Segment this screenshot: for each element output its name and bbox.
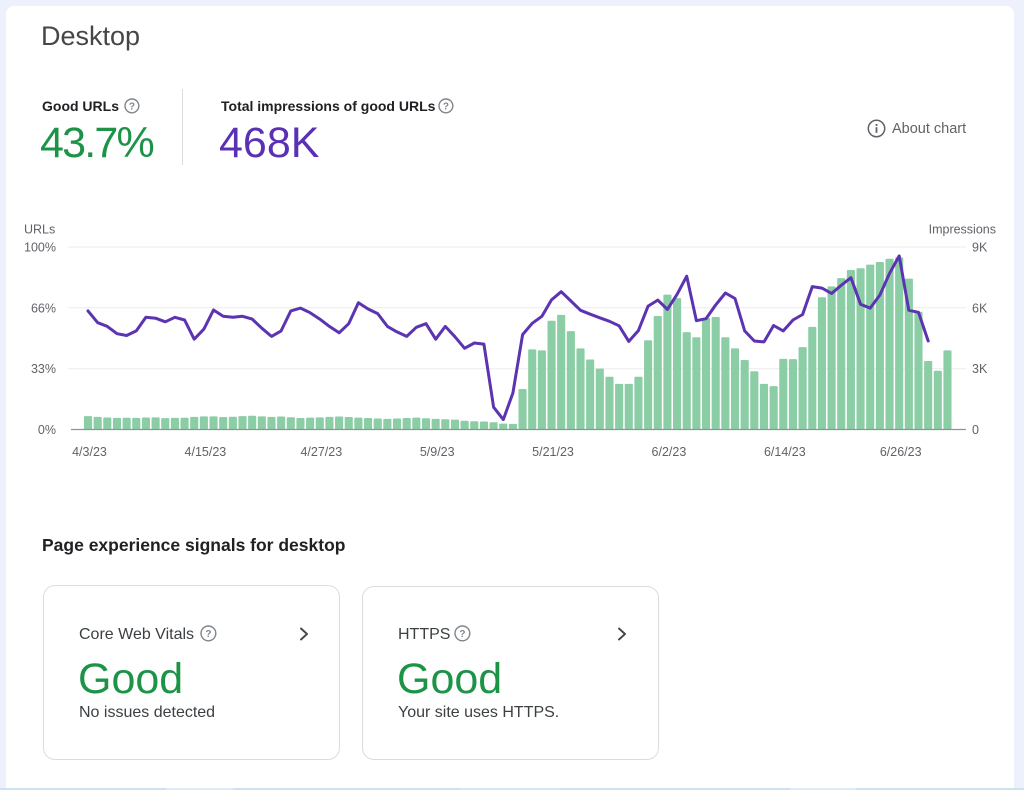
svg-text:6/14/23: 6/14/23 <box>764 445 806 459</box>
svg-text:6/26/23: 6/26/23 <box>880 445 922 459</box>
svg-text:4/3/23: 4/3/23 <box>72 445 107 459</box>
svg-text:6K: 6K <box>972 301 988 315</box>
svg-text:0%: 0% <box>38 423 56 437</box>
svg-text:0: 0 <box>972 423 979 437</box>
svg-text:?: ? <box>205 629 211 640</box>
svg-text:33%: 33% <box>31 362 56 376</box>
svg-text:3K: 3K <box>972 362 988 376</box>
svg-text:100%: 100% <box>24 241 56 255</box>
svg-text:66%: 66% <box>31 301 56 315</box>
svg-text:Impressions: Impressions <box>929 223 996 237</box>
svg-text:?: ? <box>443 102 449 113</box>
svg-text:URLs: URLs <box>24 223 55 237</box>
svg-text:6/2/23: 6/2/23 <box>652 445 687 459</box>
svg-text:?: ? <box>129 102 135 113</box>
svg-text:5/21/23: 5/21/23 <box>532 445 574 459</box>
svg-text:9K: 9K <box>972 241 988 255</box>
svg-text:4/27/23: 4/27/23 <box>300 445 342 459</box>
svg-text:?: ? <box>459 629 465 640</box>
svg-text:4/15/23: 4/15/23 <box>185 445 227 459</box>
svg-text:5/9/23: 5/9/23 <box>420 445 455 459</box>
